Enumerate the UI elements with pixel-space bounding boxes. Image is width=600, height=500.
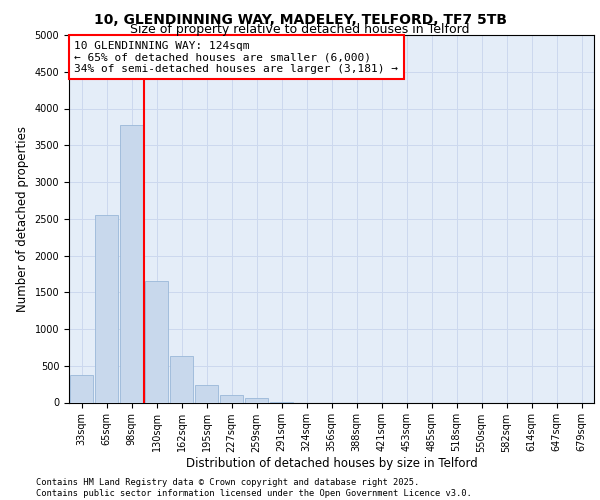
Bar [170, 356, 193, 403]
Text: Contains HM Land Registry data © Crown copyright and database right 2025.
Contai: Contains HM Land Registry data © Crown c… [36, 478, 472, 498]
Bar [195, 385, 218, 402]
Bar [245, 398, 268, 402]
Text: Size of property relative to detached houses in Telford: Size of property relative to detached ho… [130, 24, 470, 36]
Y-axis label: Number of detached properties: Number of detached properties [16, 126, 29, 312]
Text: 10 GLENDINNING WAY: 124sqm
← 65% of detached houses are smaller (6,000)
34% of s: 10 GLENDINNING WAY: 124sqm ← 65% of deta… [74, 40, 398, 74]
Bar [220, 395, 243, 402]
Bar [120, 124, 143, 402]
Bar [70, 374, 93, 402]
Bar [145, 281, 168, 402]
X-axis label: Distribution of detached houses by size in Telford: Distribution of detached houses by size … [185, 458, 478, 470]
Bar [95, 215, 118, 402]
Text: 10, GLENDINNING WAY, MADELEY, TELFORD, TF7 5TB: 10, GLENDINNING WAY, MADELEY, TELFORD, T… [94, 12, 506, 26]
